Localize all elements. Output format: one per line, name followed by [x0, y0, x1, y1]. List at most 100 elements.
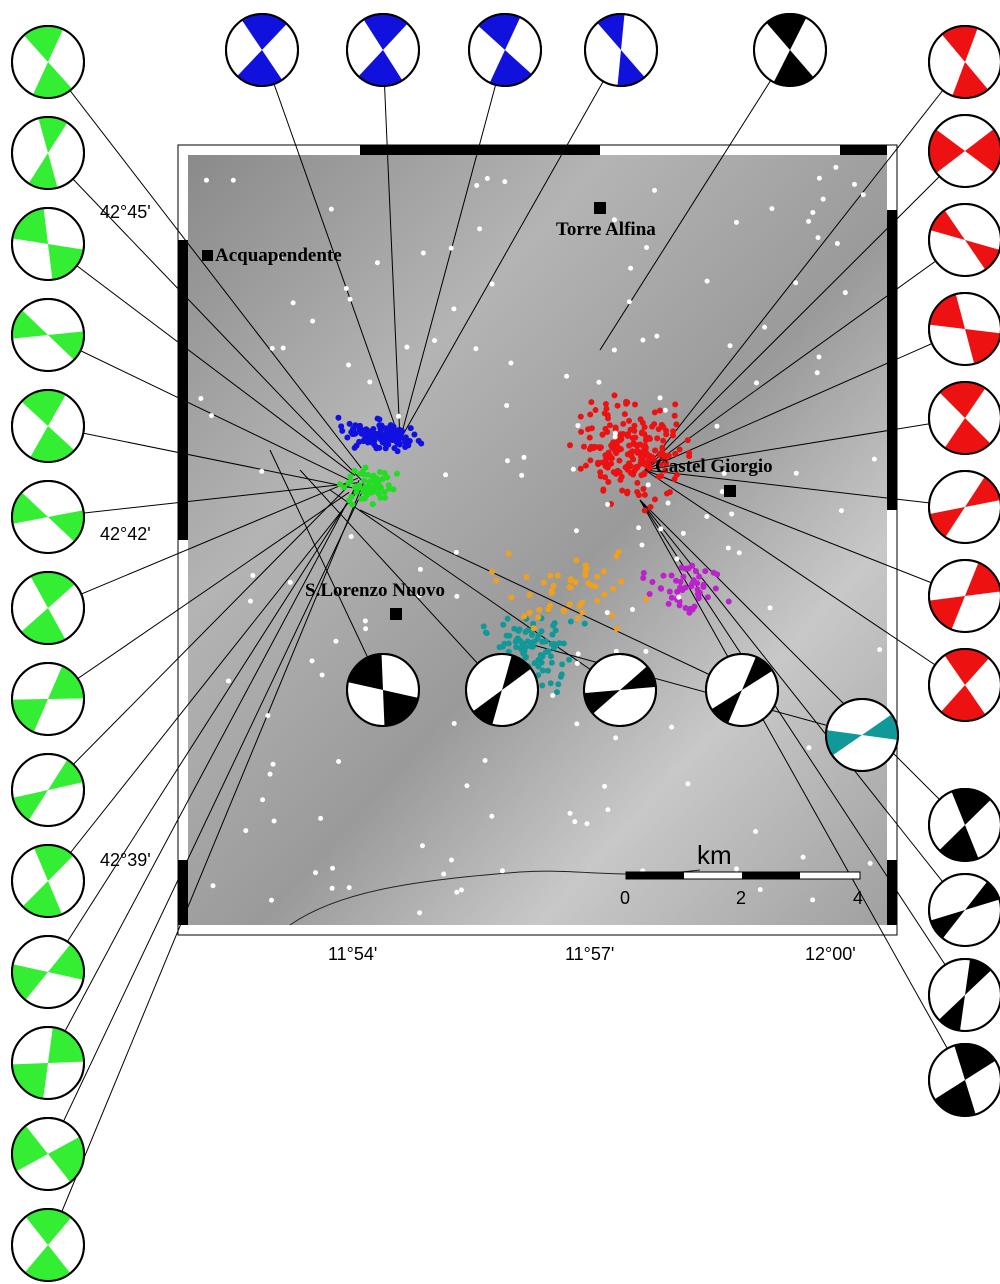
epicenter [380, 438, 386, 444]
epicenter [347, 421, 353, 427]
epicenter [852, 182, 857, 187]
epicenter [591, 445, 597, 451]
epicenter [549, 632, 555, 638]
epicenter [638, 472, 644, 478]
epicenter [500, 622, 506, 628]
epicenter [642, 508, 648, 514]
epicenter [587, 435, 593, 441]
epicenter [617, 437, 623, 443]
epicenter [793, 280, 798, 285]
epicenter [567, 601, 573, 607]
epicenter [619, 487, 625, 493]
epicenter [635, 450, 641, 456]
epicenter [344, 286, 349, 291]
epicenter [519, 473, 524, 478]
epicenter [613, 450, 619, 456]
epicenter [806, 219, 811, 224]
epicenter [647, 591, 653, 597]
epicenter [358, 496, 364, 502]
epicenter [404, 345, 409, 350]
town-marker [390, 608, 402, 620]
epicenter [367, 432, 373, 438]
epicenter [734, 220, 739, 225]
epicenter [624, 489, 630, 495]
epicenter [630, 456, 636, 462]
epicenter [449, 858, 454, 863]
epicenter [568, 619, 574, 625]
epicenter [367, 379, 372, 384]
epicenter [605, 479, 611, 485]
epicenter [417, 910, 422, 915]
epicenter [596, 380, 601, 385]
epicenter [587, 412, 593, 418]
epicenter [288, 580, 293, 585]
epicenter [581, 444, 587, 450]
epicenter [632, 401, 638, 407]
epicenter [648, 504, 654, 510]
epicenter [683, 605, 689, 611]
epicenter [535, 614, 541, 620]
epicenter [753, 829, 758, 834]
epicenter [260, 797, 265, 802]
epicenter [375, 260, 380, 265]
epicenter [626, 443, 632, 449]
epicenter [550, 693, 555, 698]
epicenter [350, 427, 356, 433]
epicenter [579, 609, 585, 615]
epicenter [658, 585, 664, 591]
epicenter [209, 413, 214, 418]
epicenter [547, 573, 553, 579]
epicenter [816, 235, 821, 240]
lat-label: 42°45' [100, 202, 151, 222]
epicenter [506, 551, 512, 557]
epicenter [754, 380, 759, 385]
epicenter [395, 434, 401, 440]
epicenter [640, 486, 646, 492]
epicenter [658, 526, 663, 531]
epicenter [388, 436, 394, 442]
epicenter [868, 861, 873, 866]
epicenter [483, 758, 488, 763]
epicenter [540, 653, 546, 659]
figure: Acquapendente Torre Alfina Castel Giorgi… [0, 0, 1000, 1284]
epicenter [329, 207, 334, 212]
epicenter [552, 620, 558, 626]
town-label: S.Lorenzo Nuovo [305, 580, 445, 601]
epicenter [534, 636, 540, 642]
epicenter [646, 435, 652, 441]
epicenter [620, 421, 626, 427]
epicenter [678, 579, 684, 585]
epicenter [545, 648, 551, 654]
epicenter [630, 607, 635, 612]
epicenter [336, 759, 341, 764]
epicenter [349, 534, 354, 539]
epicenter [452, 721, 457, 726]
epicenter [673, 421, 679, 427]
epicenter [521, 455, 526, 460]
epicenter [575, 661, 580, 666]
epicenter [204, 178, 209, 183]
epicenter [642, 424, 648, 430]
epicenter [521, 613, 527, 619]
town-label: Castel Giorgio [655, 456, 773, 477]
epicenter [609, 613, 615, 619]
epicenter [693, 568, 699, 574]
epicenter [602, 784, 607, 789]
epicenter [564, 374, 569, 379]
epicenter [418, 567, 423, 572]
epicenter [243, 828, 248, 833]
epicenter [583, 463, 589, 469]
epicenter [365, 439, 371, 445]
epicenter [574, 721, 579, 726]
epicenter [627, 299, 632, 304]
epicenter [677, 446, 683, 452]
epicenter [669, 725, 674, 730]
epicenter [810, 897, 815, 902]
epicenter [582, 621, 588, 627]
epicenter [248, 599, 253, 604]
epicenter [250, 573, 255, 578]
epicenter [686, 565, 692, 571]
epicenter [614, 626, 620, 632]
epicenter [714, 571, 720, 577]
epicenter [669, 572, 675, 578]
